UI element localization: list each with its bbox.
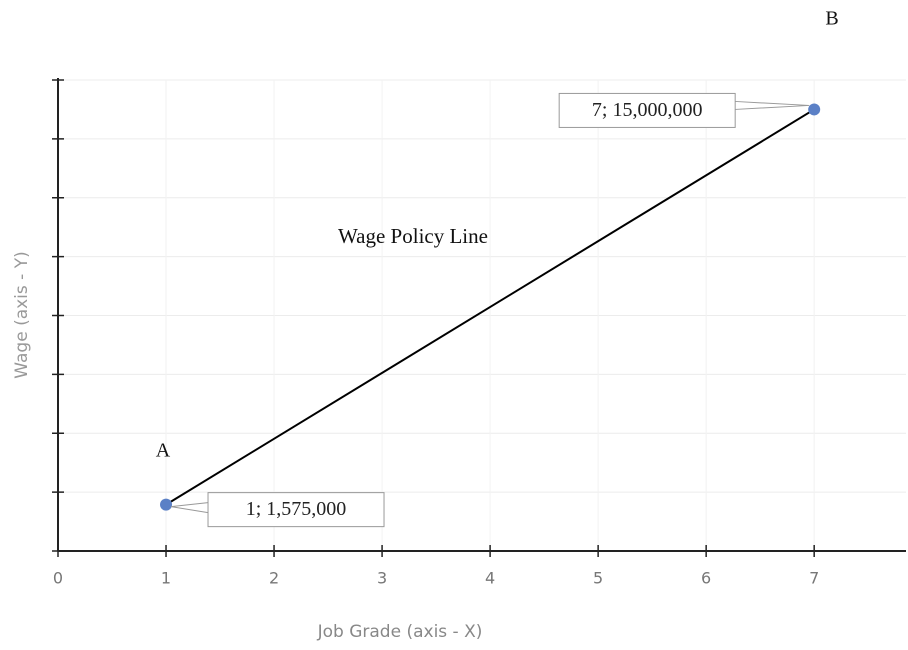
annotation: Wage Policy Line — [338, 224, 488, 248]
x-tick-label: 5 — [593, 569, 603, 588]
label-box — [558, 92, 736, 128]
point — [808, 103, 821, 116]
label-connector — [735, 100, 810, 110]
line — [165, 108, 815, 506]
label-box — [207, 492, 385, 528]
x-tick-label: 7 — [809, 569, 819, 588]
x-tick-label: 3 — [377, 569, 387, 588]
x-tick-label: 6 — [701, 569, 711, 588]
data-label: 7; 15,000,000 — [592, 99, 703, 121]
annotation: A — [156, 440, 171, 462]
annotation: B — [825, 8, 838, 30]
x-tick-label: 4 — [485, 569, 495, 588]
x-tick-label: 2 — [269, 569, 279, 588]
point — [160, 498, 173, 511]
data-label: 1; 1,575,000 — [246, 498, 347, 520]
label-connector — [170, 502, 209, 514]
x-tick-label: 1 — [161, 569, 171, 588]
x-axis-label: Job Grade (axis - X) — [317, 622, 483, 642]
x-tick-label: 0 — [53, 569, 63, 588]
y-axis-label: Wage (axis - Y) — [12, 251, 32, 378]
